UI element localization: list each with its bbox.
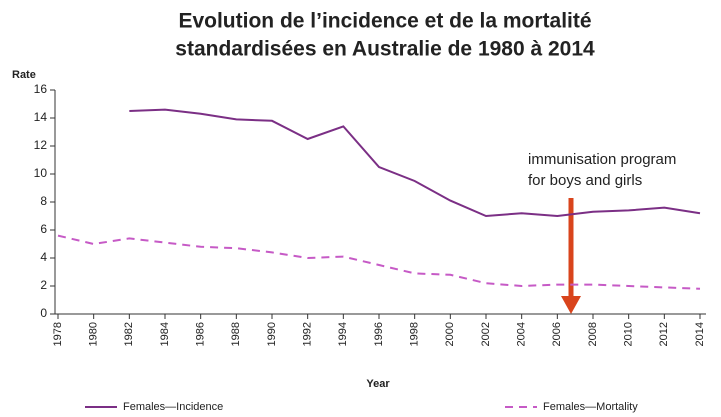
x-tick-label: 1996	[373, 322, 385, 346]
x-tick-label: 2000	[444, 322, 456, 346]
x-tick-label: 1998	[409, 322, 421, 346]
x-tick-label: 2002	[480, 322, 492, 346]
x-tick-label: 1988	[230, 322, 242, 346]
x-tick-label: 2012	[658, 322, 670, 346]
x-tick-label: 2010	[623, 322, 635, 346]
y-tick-label: 2	[40, 278, 47, 292]
legend-label: Females—Mortality	[543, 401, 638, 413]
x-axis-label: Year	[366, 378, 390, 390]
x-tick-label: 1994	[337, 322, 349, 346]
x-tick-label: 1990	[266, 322, 278, 346]
x-tick-label: 1982	[123, 322, 135, 346]
x-tick-label: 2006	[551, 322, 563, 346]
x-tick-label: 2004	[516, 322, 528, 346]
legend-label: Females—Incidence	[123, 401, 223, 413]
y-tick-label: 14	[34, 110, 48, 124]
chart-title: standardisées en Australie de 1980 à 201…	[175, 38, 595, 61]
y-tick-label: 6	[40, 222, 47, 236]
x-tick-label: 2014	[694, 322, 706, 346]
y-tick-label: 16	[34, 82, 48, 96]
x-tick-label: 2008	[587, 322, 599, 346]
series-line	[129, 108, 701, 218]
y-tick-label: 4	[40, 250, 47, 264]
y-tick-label: 12	[34, 138, 48, 152]
x-tick-label: 1978	[52, 322, 64, 346]
annotation: immunisation program	[528, 151, 676, 168]
x-tick-label: 1984	[159, 322, 171, 346]
x-tick-label: 1986	[195, 322, 207, 346]
x-tick-label: 1980	[88, 322, 100, 346]
series-line	[57, 234, 701, 290]
y-tick-label: 0	[40, 306, 47, 320]
x-tick-label: 1992	[302, 322, 314, 346]
y-tick-label: 8	[40, 194, 47, 208]
chart-title: Evolution de l’incidence et de la mortal…	[178, 10, 591, 33]
annotation: for boys and girls	[528, 172, 642, 189]
y-axis-label: Rate	[12, 69, 36, 81]
arrow-head	[561, 296, 581, 314]
y-tick-label: 10	[34, 166, 48, 180]
